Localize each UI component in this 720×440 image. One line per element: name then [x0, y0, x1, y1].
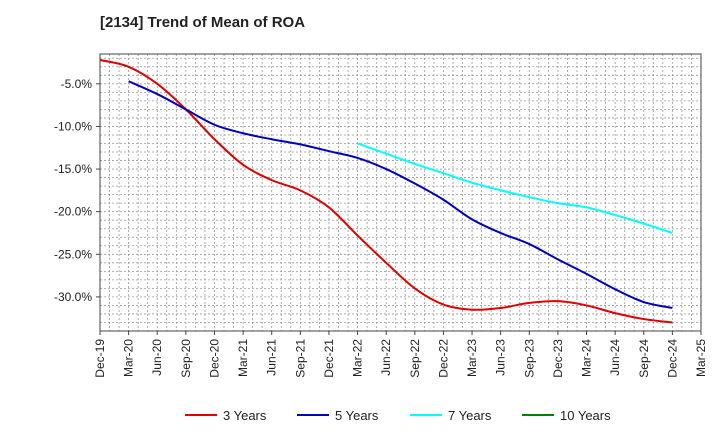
grid-layer — [100, 54, 701, 331]
series-line-5-years — [128, 80, 673, 309]
x-tick-label: Jun-24 — [608, 339, 622, 376]
axis-layer: -5.0% -10.0% -15.0% -20.0% -25.0% -30.0% Dec-1… — [54, 77, 708, 378]
x-tick-label: Dec-20 — [207, 339, 221, 378]
x-tick-label: Jun-21 — [265, 339, 279, 376]
legend-label: 7 Years — [448, 408, 492, 423]
x-tick-label: Jun-20 — [150, 339, 164, 376]
legend: 3 Years 5 Years 7 Years 10 Years — [185, 408, 611, 423]
series-line-3-years — [99, 58, 673, 324]
x-tick-label: Sep-24 — [637, 339, 651, 378]
y-tick-label: -15.0% — [54, 162, 92, 176]
x-tick-label: Mar-23 — [465, 339, 479, 377]
legend-label: 10 Years — [560, 408, 611, 423]
x-tick-label: Mar-25 — [694, 339, 708, 377]
plot-area — [99, 53, 702, 332]
series-layer — [99, 58, 673, 324]
x-tick-label: Sep-22 — [408, 339, 422, 378]
y-tick-label: -20.0% — [54, 205, 92, 219]
x-tick-label: Jun-23 — [494, 339, 508, 376]
x-tick-label: Mar-22 — [351, 339, 365, 377]
x-tick-label: Dec-19 — [93, 339, 107, 378]
x-tick-label: Mar-21 — [236, 339, 250, 377]
x-tick-label: Sep-21 — [293, 339, 307, 378]
x-tick-label: Dec-21 — [322, 339, 336, 378]
x-tick-label: Mar-20 — [122, 339, 136, 377]
chart-title: [2134] Trend of Mean of ROA — [100, 14, 306, 31]
y-tick-label: -10.0% — [54, 119, 92, 133]
legend-label: 3 Years — [223, 408, 267, 423]
series-line-7-years — [357, 142, 673, 234]
x-tick-label: Sep-20 — [179, 339, 193, 378]
x-tick-label: Mar-24 — [580, 339, 594, 377]
legend-label: 5 Years — [335, 408, 379, 423]
y-tick-label: -30.0% — [54, 290, 92, 304]
x-tick-label: Dec-24 — [665, 339, 679, 378]
x-tick-label: Sep-23 — [522, 339, 536, 378]
x-tick-label: Jun-22 — [379, 339, 393, 376]
y-tick-label: -5.0% — [61, 77, 93, 91]
x-tick-label: Dec-22 — [436, 339, 450, 378]
y-tick-label: -25.0% — [54, 247, 92, 261]
x-tick-label: Dec-23 — [551, 339, 565, 378]
